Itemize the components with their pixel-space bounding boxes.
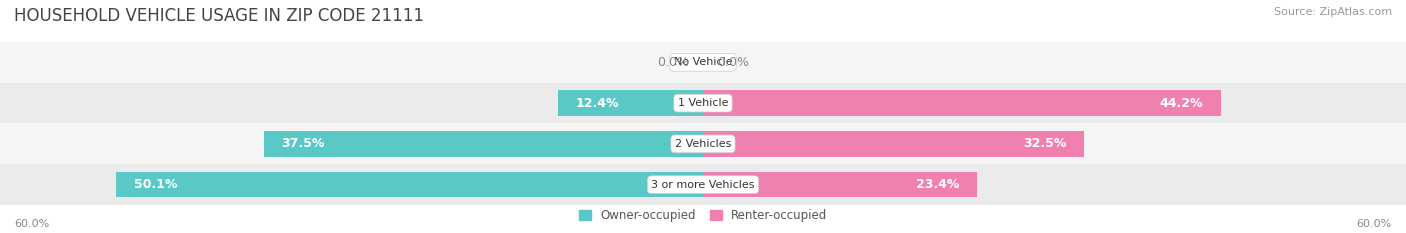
Text: 32.5%: 32.5% <box>1022 137 1066 150</box>
Text: 12.4%: 12.4% <box>575 97 619 110</box>
Bar <box>703 172 977 197</box>
Text: 50.1%: 50.1% <box>134 178 177 191</box>
Text: Source: ZipAtlas.com: Source: ZipAtlas.com <box>1274 7 1392 17</box>
Bar <box>0 42 1406 83</box>
Text: 37.5%: 37.5% <box>281 137 325 150</box>
Text: HOUSEHOLD VEHICLE USAGE IN ZIP CODE 21111: HOUSEHOLD VEHICLE USAGE IN ZIP CODE 2111… <box>14 7 425 25</box>
Text: 44.2%: 44.2% <box>1160 97 1204 110</box>
Text: 3 or more Vehicles: 3 or more Vehicles <box>651 180 755 190</box>
Bar <box>0 123 1406 164</box>
Bar <box>558 90 703 116</box>
Bar <box>264 131 703 157</box>
Text: 0.0%: 0.0% <box>657 56 689 69</box>
Legend: Owner-occupied, Renter-occupied: Owner-occupied, Renter-occupied <box>574 205 832 227</box>
Text: 23.4%: 23.4% <box>917 178 960 191</box>
Bar <box>0 83 1406 123</box>
Text: 0.0%: 0.0% <box>717 56 749 69</box>
Text: 1 Vehicle: 1 Vehicle <box>678 98 728 108</box>
Text: 2 Vehicles: 2 Vehicles <box>675 139 731 149</box>
Text: 60.0%: 60.0% <box>1357 219 1392 229</box>
Text: No Vehicle: No Vehicle <box>673 57 733 67</box>
Bar <box>0 164 1406 205</box>
Bar <box>703 131 1084 157</box>
Text: 60.0%: 60.0% <box>14 219 49 229</box>
Bar <box>115 172 703 197</box>
Bar <box>703 90 1220 116</box>
